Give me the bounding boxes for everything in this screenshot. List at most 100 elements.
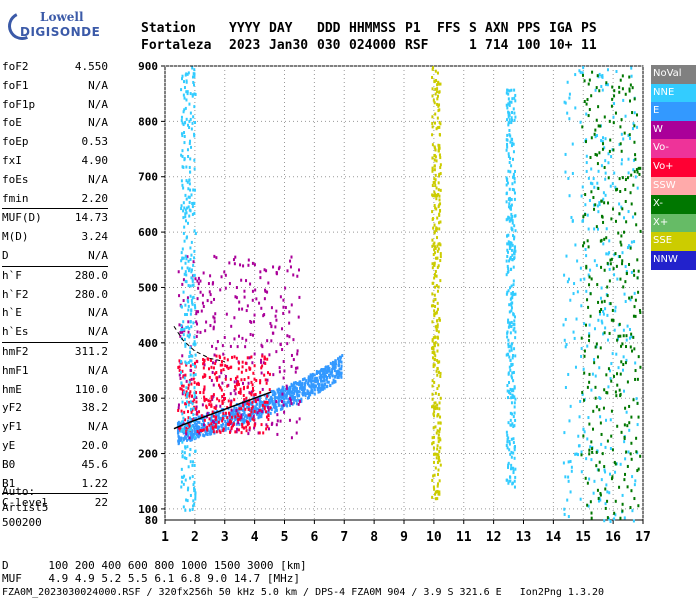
- echo-point: [599, 498, 602, 502]
- echo-point: [630, 66, 633, 70]
- echo-point: [183, 86, 186, 90]
- echo-point: [594, 88, 597, 92]
- echo-point: [197, 381, 200, 385]
- echo-point: [218, 416, 221, 420]
- echo-point: [434, 256, 437, 260]
- echo-point: [248, 413, 251, 417]
- echo-point: [304, 394, 307, 398]
- echo-point: [598, 408, 601, 412]
- header-values-cell: 714: [485, 38, 509, 53]
- header-values-cell: Fortaleza: [141, 38, 212, 53]
- echo-point: [202, 423, 205, 427]
- echo-point: [434, 92, 437, 96]
- echo-point: [623, 423, 626, 427]
- echo-point: [624, 457, 627, 461]
- echo-point: [183, 272, 186, 276]
- echo-point: [192, 504, 195, 508]
- echo-point: [189, 476, 192, 480]
- echo-point: [233, 337, 236, 341]
- echo-point: [192, 72, 195, 76]
- echo-point: [438, 227, 441, 231]
- echo-point: [629, 83, 632, 87]
- echo-point: [563, 100, 566, 104]
- echo-point: [224, 286, 227, 290]
- echo-point: [602, 136, 605, 140]
- echo-point: [209, 293, 212, 297]
- echo-point: [180, 360, 183, 364]
- y-tick-label: 100: [138, 503, 158, 516]
- echo-point: [338, 359, 341, 363]
- echo-point: [597, 318, 600, 322]
- echo-point: [186, 180, 189, 184]
- param-row: fxI 4.90: [2, 152, 108, 171]
- echo-point: [182, 216, 185, 220]
- echo-point: [187, 154, 190, 158]
- echo-point: [232, 408, 235, 412]
- echo-point: [271, 331, 274, 335]
- autoscale-line3: 500200: [2, 516, 42, 529]
- echo-point: [178, 437, 181, 441]
- echo-point: [610, 155, 613, 159]
- echo-point: [193, 188, 196, 192]
- echo-point: [616, 338, 619, 342]
- param-label: MUF(D): [2, 211, 42, 225]
- echo-point: [604, 470, 607, 474]
- echo-point: [434, 466, 437, 470]
- echo-point: [613, 94, 616, 98]
- echo-point: [433, 276, 436, 280]
- echo-point: [438, 174, 441, 178]
- echo-point: [234, 415, 237, 419]
- echo-point: [511, 137, 514, 141]
- echo-point: [244, 414, 247, 418]
- echo-point: [224, 424, 227, 428]
- echo-point: [588, 380, 591, 384]
- echo-point: [182, 430, 185, 434]
- echo-point: [191, 121, 194, 125]
- echo-point: [274, 398, 277, 402]
- echo-point: [284, 395, 287, 399]
- echo-point: [191, 354, 194, 358]
- echo-point: [240, 370, 243, 374]
- echo-point: [218, 375, 221, 379]
- echo-point: [283, 410, 286, 414]
- echo-point: [611, 308, 614, 312]
- echo-point: [235, 296, 238, 300]
- echo-point: [511, 182, 514, 186]
- echo-point: [275, 309, 278, 313]
- echo-point: [193, 335, 196, 339]
- echo-point: [507, 97, 510, 101]
- echo-point: [607, 338, 610, 342]
- echo-point: [191, 279, 194, 283]
- echo-point: [505, 478, 508, 482]
- echo-point: [194, 424, 197, 428]
- echo-point: [177, 408, 180, 412]
- legend-item-x: X+: [651, 213, 696, 233]
- echo-point: [189, 359, 192, 363]
- echo-point: [275, 271, 278, 275]
- echo-point: [574, 106, 577, 110]
- echo-point: [624, 178, 627, 182]
- echo-point: [220, 275, 223, 279]
- echo-point: [188, 380, 191, 384]
- echo-point: [195, 433, 198, 437]
- legend-item-e: E: [651, 102, 696, 121]
- echo-point: [243, 378, 246, 382]
- echo-point: [194, 304, 197, 308]
- echo-point: [279, 393, 282, 397]
- echo-point: [192, 377, 195, 381]
- echo-point: [505, 259, 508, 263]
- echo-point: [505, 444, 508, 448]
- echo-point: [261, 410, 264, 414]
- echo-point: [615, 462, 618, 466]
- echo-point: [562, 461, 565, 465]
- echo-point: [203, 360, 206, 364]
- echo-point: [293, 398, 296, 402]
- echo-point: [241, 408, 244, 412]
- echo-point: [610, 217, 613, 221]
- param-label: h`F2: [2, 287, 29, 301]
- echo-point: [218, 399, 221, 403]
- echo-point: [618, 485, 621, 489]
- echo-point: [597, 496, 600, 500]
- echo-point: [294, 381, 297, 385]
- echo-point: [191, 431, 194, 435]
